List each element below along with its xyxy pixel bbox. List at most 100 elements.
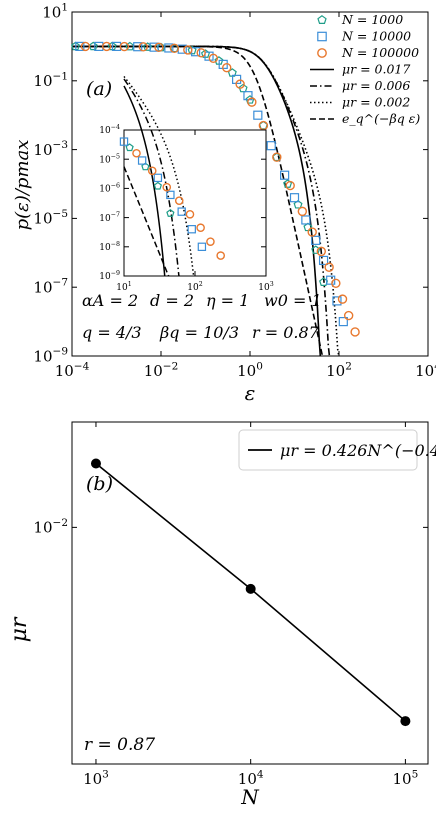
data-point xyxy=(169,43,180,54)
inset-fit-curve xyxy=(123,75,195,277)
inset-ytick-label: 10−6 xyxy=(99,183,120,195)
panel-a-fit-curves xyxy=(72,45,340,357)
data-point xyxy=(154,42,164,53)
inset-data-point xyxy=(147,166,157,176)
data-point xyxy=(208,53,219,64)
inset-fit-curves xyxy=(123,75,195,277)
inset-data-point xyxy=(185,209,195,219)
inset-ytick-label: 10−4 xyxy=(99,124,120,136)
legend-label: μr = 0.017 xyxy=(342,62,410,77)
panel-a-xtick-label: 104 xyxy=(415,360,436,380)
inset-ytick-label: 10−7 xyxy=(99,212,120,224)
data-point xyxy=(196,48,206,58)
inset-data-point xyxy=(187,225,196,234)
data-point xyxy=(235,79,245,89)
param-eta: η = 1 xyxy=(206,291,249,310)
legend-label: N = 1000 xyxy=(341,12,403,27)
data-point xyxy=(272,152,282,162)
param-d: d = 2 xyxy=(150,291,194,310)
series-point xyxy=(400,716,411,727)
data-point xyxy=(316,246,326,257)
inset-data-point xyxy=(141,162,150,171)
param-beta: βq = 10/3 xyxy=(159,323,239,342)
panel-a: 10−4 10−2 100 102 104 10−9 10−7 10−5 10−3 10−1 101… xyxy=(12,2,436,406)
inset-xtick-label: 103 xyxy=(258,281,273,293)
param-q: q = 4/3 xyxy=(82,323,142,342)
data-point xyxy=(318,255,329,266)
data-point xyxy=(119,41,130,52)
data-point xyxy=(301,215,311,225)
inset-data-point xyxy=(153,173,163,183)
legend-label: N = 10000 xyxy=(341,29,411,44)
inset-data-point xyxy=(174,196,184,205)
data-point xyxy=(247,97,257,107)
data-point xyxy=(75,41,85,52)
legend-label: e_q^(−βq ε) xyxy=(342,111,420,126)
param-alpha: αA = 2 xyxy=(82,291,138,310)
data-point xyxy=(307,227,317,237)
panel-a-xlabel: ε xyxy=(245,381,256,405)
inset-data-points xyxy=(119,137,225,260)
data-point xyxy=(338,317,348,327)
inset-fit-curve xyxy=(123,166,170,277)
panel-a-xtick-label: 100 xyxy=(237,360,263,380)
data-point xyxy=(80,41,91,52)
inset-xtick-label: 101 xyxy=(116,281,131,293)
data-point xyxy=(332,296,342,306)
inset-frame xyxy=(123,129,267,277)
panel-b: 103 104 105 10−2 (b) r = 0.87 N μr μr = 0.4… xyxy=(7,421,436,809)
legend-label: μr = 0.006 xyxy=(342,78,410,93)
panel-b-frame xyxy=(71,421,429,765)
panel-b-legend: μr = 0.426N^(−0.47) xyxy=(238,429,436,471)
legend-marker xyxy=(317,31,327,42)
inset-data-point xyxy=(153,181,163,190)
data-point xyxy=(297,206,308,217)
inset-data-point xyxy=(137,156,147,165)
param-r: r = 0.87 xyxy=(252,323,320,342)
legend-marker xyxy=(317,15,327,24)
inset-ytick-label: 10−9 xyxy=(99,270,120,282)
panel-b-xtick-label: 105 xyxy=(393,768,419,788)
data-point xyxy=(343,310,354,321)
panel-b-series xyxy=(90,458,411,727)
inset-ytick-label: 10−8 xyxy=(99,241,120,253)
fit-curve xyxy=(72,45,340,357)
panel-b-xlabel: N xyxy=(240,785,260,809)
panel-b-annotation: r = 0.87 xyxy=(84,735,155,755)
panel-a-xtick-label: 10−4 xyxy=(55,360,90,380)
panel-a-ytick-label: 10−7 xyxy=(33,277,68,297)
panel-a-ylabel: p(ε)/pmax xyxy=(12,140,33,231)
data-point xyxy=(324,262,334,272)
legend-label: N = 100000 xyxy=(341,45,419,60)
data-point xyxy=(183,45,193,55)
data-point xyxy=(101,41,112,52)
panel-b-legend-box xyxy=(238,429,418,471)
panel-b-ticks: 103 104 105 10−2 xyxy=(33,422,428,788)
panel-a-ytick-label: 10−1 xyxy=(33,70,68,90)
inset-data-point xyxy=(132,148,141,158)
data-point xyxy=(133,42,143,52)
panel-b-legend-label: μr = 0.426N^(−0.47) xyxy=(280,441,436,460)
panel-a-ytick-label: 101 xyxy=(42,2,68,22)
panel-a-parameters: αA = 2 d = 2 η = 1 w0 = 1 q = 4/3 βq = 1… xyxy=(82,291,322,342)
inset-xtick-label: 102 xyxy=(187,281,202,293)
panel-b-xtick-label: 104 xyxy=(238,768,264,788)
inset-data-point xyxy=(196,223,205,233)
data-point xyxy=(253,110,263,120)
data-point xyxy=(266,141,276,151)
data-point xyxy=(222,63,232,73)
data-point xyxy=(337,294,348,304)
legend-label: μr = 0.002 xyxy=(342,95,410,110)
inset-data-point xyxy=(166,190,175,200)
panel-a-ytick-label: 10−9 xyxy=(33,346,68,366)
panel-b-xtick-label: 103 xyxy=(83,768,109,788)
fit-curve xyxy=(72,45,324,357)
data-point xyxy=(280,170,290,180)
series-point xyxy=(245,583,256,594)
inset-data-point xyxy=(162,182,172,192)
data-point xyxy=(149,42,159,52)
data-point xyxy=(143,42,153,51)
panel-a-ticks: 10−4 10−2 100 102 104 10−9 10−7 10−5 10−3 10−1 101 xyxy=(33,2,436,381)
